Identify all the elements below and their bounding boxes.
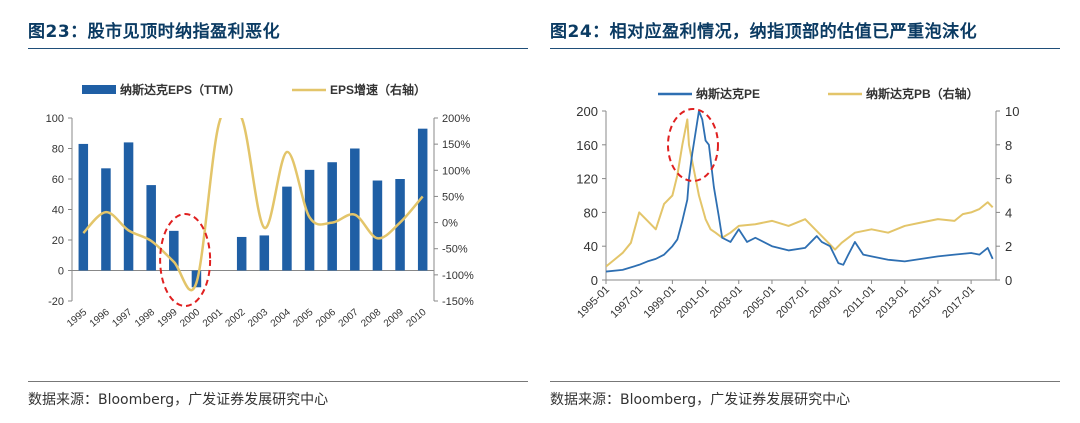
x-tick-label: 2001 xyxy=(201,307,225,330)
figure-24-title: 图24：相对应盈利情况，纳指顶部的估值已严重泡沫化 xyxy=(550,22,978,42)
bar-eps xyxy=(101,168,111,271)
x-tick-label: 1999 xyxy=(156,307,180,330)
legend-label-growth: EPS增速（右轴） xyxy=(330,82,426,97)
figure-23-source: 数据来源：Bloomberg，广发证券发展研究中心 xyxy=(28,392,329,408)
highlight-ellipse xyxy=(159,213,212,307)
bar-eps xyxy=(259,235,270,271)
y-right-tick-label: 150% xyxy=(442,139,470,151)
x-tick-label: 1999-01 xyxy=(641,284,678,321)
y-left-tick-label: 20 xyxy=(52,235,64,247)
y-right-tick-label: 4 xyxy=(1005,205,1012,220)
legend-label-pb: 纳斯达克PB（右轴） xyxy=(866,86,979,101)
eps-chart: 纳斯达克EPS（TTM） EPS增速（右轴） -20 0 20 40 60 80 100 -150… xyxy=(46,82,474,330)
figure-23-title: 图23：股市见顶时纳指盈利恶化 xyxy=(28,22,281,42)
x-tick-label: 2010 xyxy=(405,307,429,330)
x-tick-label: 1995-01 xyxy=(575,284,612,321)
bar-eps xyxy=(417,128,428,271)
source-rule xyxy=(550,381,1060,382)
legend-swatch-eps xyxy=(82,85,116,94)
x-tick-label: 2001-01 xyxy=(675,284,712,321)
y-left-tick-label: 200 xyxy=(576,104,598,119)
x-tick-label: 2009 xyxy=(382,307,406,330)
bar-eps xyxy=(372,180,383,271)
y-left-tick-label: 100 xyxy=(46,113,64,125)
x-tick-label: 2007-01 xyxy=(774,284,811,321)
bar-eps xyxy=(327,162,337,271)
x-tick-label: 2005-01 xyxy=(741,284,778,321)
y-right-tick-label: -100% xyxy=(442,270,474,282)
bar-eps xyxy=(123,142,134,271)
x-tick-label: 1996 xyxy=(88,307,112,330)
y-right-tick-label: 2 xyxy=(1005,239,1012,254)
figure-24-source: 数据来源：Bloomberg，广发证券发展研究中心 xyxy=(550,392,851,408)
x-tick-label: 2000 xyxy=(178,307,202,330)
y-right-tick-label: 200% xyxy=(442,113,470,125)
source-rule xyxy=(28,381,528,382)
bar-eps xyxy=(282,186,292,271)
x-tick-label: 2007 xyxy=(337,307,361,330)
y-left-tick-label: 80 xyxy=(584,205,598,220)
x-tick-label: 1998 xyxy=(133,307,157,330)
y-left-tick-label: 40 xyxy=(584,239,598,254)
x-tick-label: 1997-01 xyxy=(608,284,645,321)
y-left-tick-label: 0 xyxy=(591,273,598,288)
y-right-tick-label: 8 xyxy=(1005,138,1012,153)
x-tick-label: 2004 xyxy=(269,307,293,330)
bar-eps xyxy=(169,230,179,271)
x-tick-label: 2008 xyxy=(359,307,383,330)
highlight-ellipse xyxy=(666,108,719,182)
y-right-tick-label: -150% xyxy=(442,296,474,308)
title-rule xyxy=(28,48,528,49)
bar-eps xyxy=(78,143,89,271)
x-tick-label: 2009-01 xyxy=(807,284,844,321)
x-tick-label: 2017-01 xyxy=(940,284,977,321)
y-left-tick-label: 60 xyxy=(52,174,64,186)
x-tick-label: 2011-01 xyxy=(841,284,877,320)
y-left-tick-label: -20 xyxy=(48,296,64,308)
x-tick-label: 2013-01 xyxy=(874,284,911,321)
legend-label-pe: 纳斯达克PE xyxy=(696,86,760,101)
y-right-tick-label: -50% xyxy=(442,244,468,256)
y-left-tick-label: 0 xyxy=(58,266,64,278)
bar-eps xyxy=(146,185,156,271)
bar-eps xyxy=(304,169,315,271)
y-left-tick-label: 160 xyxy=(576,138,598,153)
line-pe xyxy=(606,111,994,273)
y-right-tick-label: 50% xyxy=(442,191,464,203)
y-right-tick-label: 0% xyxy=(442,218,458,230)
y-left-tick-label: 40 xyxy=(52,205,64,217)
bar-eps xyxy=(236,236,247,271)
x-tick-label: 2005 xyxy=(291,307,315,330)
x-tick-label: 2003 xyxy=(246,307,270,330)
x-tick-label: 1995 xyxy=(65,307,89,330)
y-right-tick-label: 6 xyxy=(1005,172,1012,187)
legend-label-eps: 纳斯达克EPS（TTM） xyxy=(120,82,241,97)
y-right-tick-label: 0 xyxy=(1005,273,1012,288)
figure-23: 图23：股市见顶时纳指盈利恶化 纳斯达克EPS（TTM） EPS增速（右轴） -20… xyxy=(28,22,528,408)
x-tick-label: 2015-01 xyxy=(907,284,944,321)
x-tick-label: 2006 xyxy=(314,307,338,330)
title-rule xyxy=(550,48,1060,49)
y-right-tick-label: 100% xyxy=(442,165,470,177)
y-right-tick-label: 10 xyxy=(1005,104,1019,119)
x-tick-label: 1997 xyxy=(110,307,134,330)
line-pb xyxy=(606,118,994,268)
bar-eps xyxy=(395,179,405,271)
y-left-tick-label: 120 xyxy=(576,172,598,187)
line-eps-growth xyxy=(82,118,424,292)
y-left-tick-label: 80 xyxy=(52,144,64,156)
x-tick-label: 2002 xyxy=(224,307,248,330)
valuation-chart: 纳斯达克PE 纳斯达克PB（右轴） 0 40 80 120 160 200 0 2 4 6 8 10 199… xyxy=(575,86,1019,321)
figure-24: 图24：相对应盈利情况，纳指顶部的估值已严重泡沫化 纳斯达克PE 纳斯达克PB（右… xyxy=(540,0,1080,423)
x-tick-label: 2003-01 xyxy=(708,284,745,321)
bar-eps xyxy=(350,148,360,271)
